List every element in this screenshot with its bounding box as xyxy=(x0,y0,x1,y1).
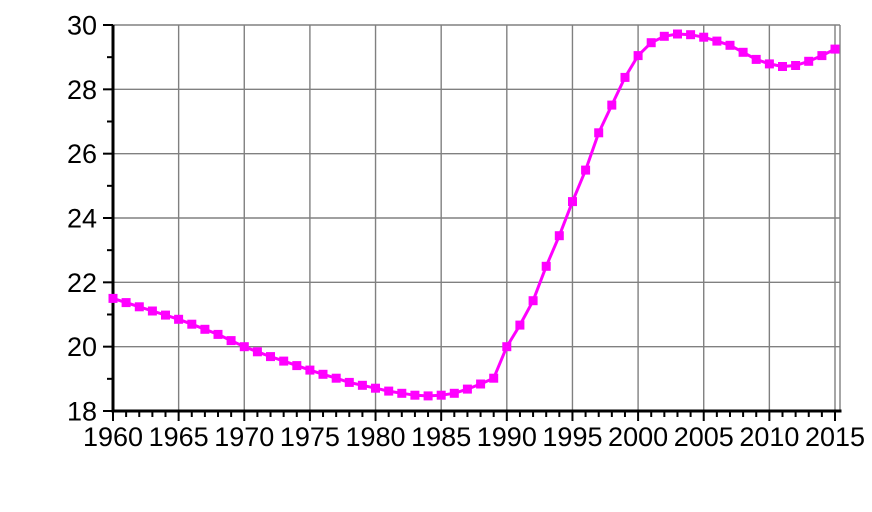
data-point-marker xyxy=(226,336,236,346)
data-point-marker xyxy=(738,47,748,57)
data-point-marker xyxy=(778,62,787,71)
y-axis-tick-label: 26 xyxy=(67,139,97,169)
x-axis-tick-label: 2015 xyxy=(805,422,865,452)
data-point-marker xyxy=(292,361,302,371)
data-point-marker xyxy=(252,347,262,357)
y-axis-tick-label: 22 xyxy=(67,268,97,298)
data-point-marker xyxy=(633,51,643,61)
y-axis-tick-label: 30 xyxy=(67,11,97,41)
data-point-marker xyxy=(331,373,341,383)
x-axis-tick-label: 1980 xyxy=(346,422,406,452)
x-axis-tick-label: 1965 xyxy=(149,422,209,452)
data-point-marker xyxy=(410,390,420,400)
data-point-marker xyxy=(213,329,223,339)
data-point-marker xyxy=(594,128,604,138)
data-point-marker xyxy=(476,379,486,389)
y-axis-tick-label: 28 xyxy=(67,75,97,105)
data-point-marker xyxy=(200,324,210,334)
axes xyxy=(111,25,842,413)
data-point-marker xyxy=(449,388,459,398)
x-axis-tick-label: 1975 xyxy=(280,422,340,452)
data-point-marker xyxy=(462,384,472,394)
data-point-marker xyxy=(357,380,367,390)
data-point-marker xyxy=(147,306,157,316)
data-point-marker xyxy=(436,390,446,400)
y-axis-tick-label: 24 xyxy=(67,204,97,234)
data-point-marker xyxy=(751,54,761,64)
data-point-marker xyxy=(384,386,394,396)
data-point-marker xyxy=(791,61,801,70)
x-axis-tick-label: 1990 xyxy=(477,422,537,452)
data-point-marker xyxy=(607,100,617,110)
data-point-marker xyxy=(423,391,433,401)
data-point-marker xyxy=(344,377,354,387)
data-point-marker xyxy=(502,342,512,352)
data-point-marker xyxy=(764,59,774,69)
data-point-marker xyxy=(659,31,669,41)
data-point-marker xyxy=(239,342,249,352)
data-point-marker xyxy=(515,320,525,330)
data-point-marker xyxy=(108,293,118,303)
data-point-marker xyxy=(646,38,656,48)
gridlines xyxy=(113,24,840,411)
data-point-marker xyxy=(134,302,144,312)
data-point-marker xyxy=(817,51,827,61)
data-point-marker xyxy=(174,314,184,324)
data-point-marker xyxy=(568,197,577,207)
data-point-marker xyxy=(830,44,840,54)
data-point-marker xyxy=(489,373,499,383)
data-point-marker xyxy=(712,36,722,46)
data-point-marker xyxy=(371,383,380,393)
data-point-marker xyxy=(266,352,275,362)
x-axis-tick-label: 1970 xyxy=(214,422,274,452)
data-point-marker xyxy=(699,32,709,42)
x-axis-tick-label: 1985 xyxy=(411,422,471,452)
data-point-marker xyxy=(161,310,170,320)
data-point-marker xyxy=(541,261,551,271)
data-point-marker xyxy=(673,29,682,39)
data-point-marker xyxy=(620,72,630,82)
axis-tick-labels: 1960 1965 1970 1975 1980 1985 1990 1995 2000 2005… xyxy=(67,11,865,453)
data-point-marker xyxy=(554,231,564,241)
data-point-marker xyxy=(397,388,407,398)
data-series xyxy=(108,29,840,401)
data-point-marker xyxy=(305,365,315,375)
data-point-marker xyxy=(686,30,696,40)
data-point-marker xyxy=(121,298,131,308)
x-axis-tick-label: 1960 xyxy=(83,422,143,452)
data-point-marker xyxy=(187,319,197,329)
data-point-marker xyxy=(725,40,735,50)
data-point-marker xyxy=(279,356,289,366)
data-point-marker xyxy=(528,296,538,306)
data-point-marker xyxy=(318,369,328,379)
data-point-marker xyxy=(804,56,814,66)
x-axis-tick-label: 1995 xyxy=(542,422,602,452)
y-axis-tick-label: 20 xyxy=(67,332,97,362)
x-axis-tick-label: 2010 xyxy=(739,422,799,452)
data-point-marker xyxy=(581,165,591,175)
y-axis-tick-label: 18 xyxy=(67,397,97,427)
x-axis-tick-label: 2005 xyxy=(674,422,734,452)
x-axis-tick-label: 2000 xyxy=(608,422,668,452)
